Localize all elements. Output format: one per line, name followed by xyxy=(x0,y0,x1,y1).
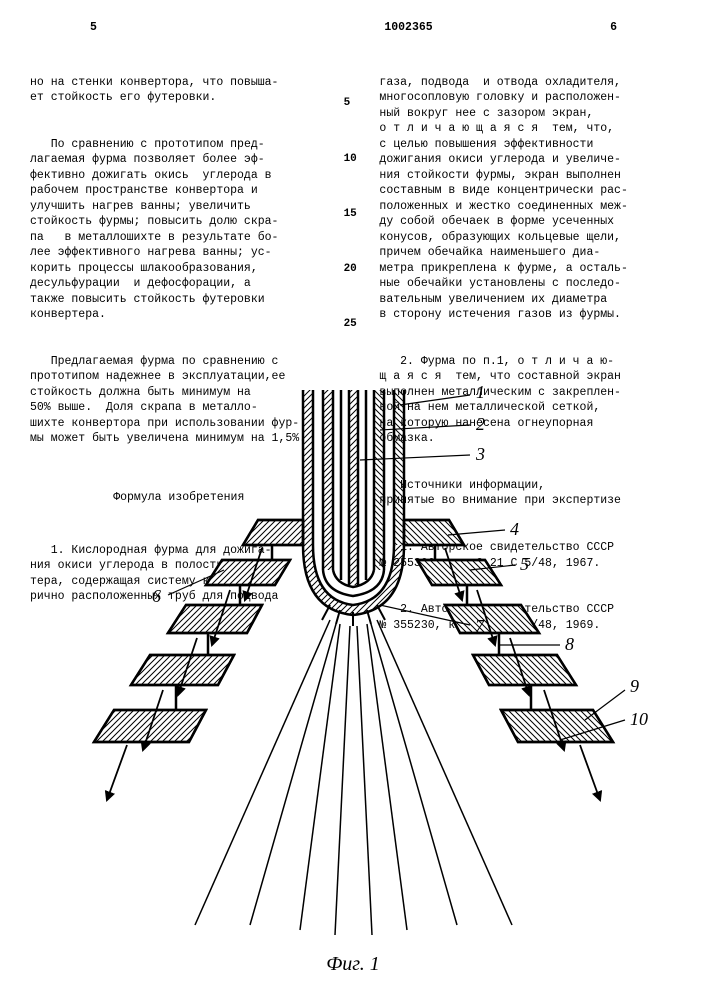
line-num: 15 xyxy=(344,207,357,222)
label-4: 4 xyxy=(510,519,519,539)
page-number-left: 5 xyxy=(90,20,97,36)
page-header: 5 1002365 6 xyxy=(30,20,677,36)
label-6: 6 xyxy=(152,586,161,606)
page-number-right: 6 xyxy=(610,20,617,36)
figure-caption: Фиг. 1 xyxy=(326,953,380,975)
left-para-2: По сравнению с прототипом пред- лагаемая… xyxy=(30,137,328,323)
label-8: 8 xyxy=(565,634,574,654)
left-para-1: но на стенки конвертора, что повыша- ет … xyxy=(30,75,328,106)
figure-1: 1 2 3 4 5 6 7 8 9 10 Фиг. 1 xyxy=(0,370,707,990)
right-column: газа, подвода и отвода охладителя, много… xyxy=(379,44,677,349)
label-7: 7 xyxy=(475,616,485,636)
label-1: 1 xyxy=(476,382,485,402)
document-number: 1002365 xyxy=(384,20,432,36)
left-column: но на стенки конвертора, что повыша- ет … xyxy=(30,44,328,349)
line-num: 10 xyxy=(344,152,357,167)
line-num: 20 xyxy=(344,262,357,277)
text-columns: но на стенки конвертора, что повыша- ет … xyxy=(30,44,677,349)
label-10: 10 xyxy=(630,709,648,729)
line-number-gutter: 5 10 15 20 25 xyxy=(344,44,364,349)
line-num: 5 xyxy=(344,96,351,111)
right-para-1: газа, подвода и отвода охладителя, много… xyxy=(379,75,677,323)
line-num: 25 xyxy=(344,317,357,332)
label-2: 2 xyxy=(476,414,485,434)
label-3: 3 xyxy=(475,444,485,464)
tuyere-assembly: 1 2 3 4 5 6 7 8 9 10 Фиг. 1 xyxy=(94,382,648,975)
label-5: 5 xyxy=(520,554,529,574)
label-9: 9 xyxy=(630,676,639,696)
